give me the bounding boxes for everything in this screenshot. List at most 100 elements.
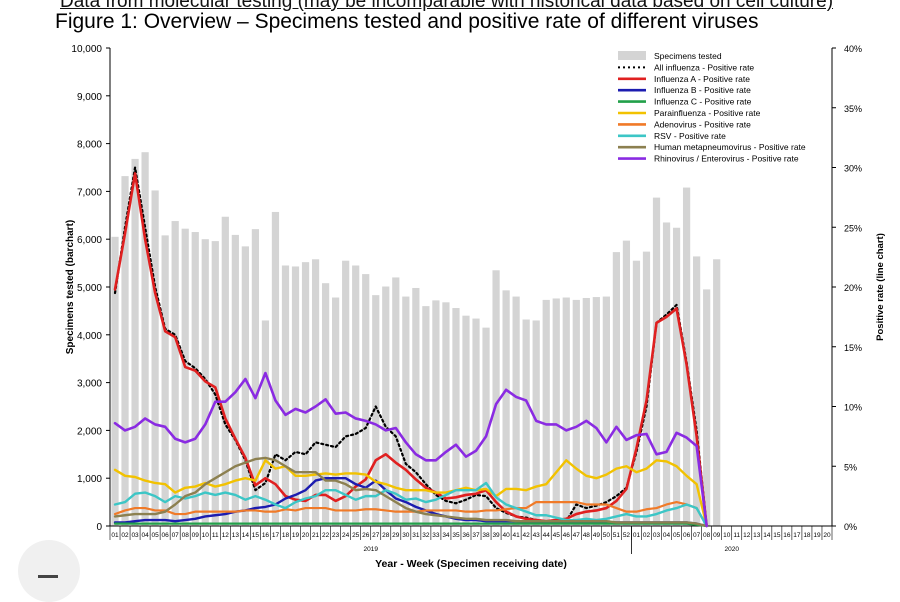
bar-specimens [512, 296, 520, 526]
bar-specimens [672, 227, 681, 527]
clipped-heading: Data from molecular testing (may be inco… [60, 0, 834, 12]
right-tick-label: 40% [844, 44, 862, 54]
x-tick-label: 01 [633, 532, 641, 539]
left-tick-label: 6,000 [77, 235, 102, 246]
bar-specimens [291, 266, 300, 526]
x-tick-label: 43 [533, 532, 541, 539]
x-tick-label: 03 [131, 532, 139, 539]
bar-specimens [472, 318, 480, 526]
bar-specimens [703, 289, 711, 526]
bar-specimens [171, 221, 179, 527]
bar-specimens [372, 295, 380, 526]
x-tick-label: 34 [442, 532, 450, 539]
x-axis-title: Year - Week (Specimen receiving date) [375, 558, 567, 570]
x-tick-label: 17 [793, 532, 801, 539]
x-tick-label: 08 [703, 532, 711, 539]
floating-action-button[interactable] [18, 540, 80, 602]
bar-specimens [502, 290, 510, 526]
x-tick-label: 10 [723, 532, 731, 539]
legend-label-8: Rhinovirus / Enterovirus - Positive rate [654, 154, 799, 164]
bar-specimens [352, 265, 360, 526]
legend-label-7: Human metapneumovirus - Positive rate [654, 142, 806, 152]
x-tick-label: 14 [242, 532, 250, 539]
x-tick-label: 45 [553, 532, 561, 539]
x-tick-label: 16 [262, 532, 270, 539]
x-tick-label: 25 [352, 532, 360, 539]
bar-specimens [161, 235, 169, 526]
x-tick-label: 50 [603, 532, 611, 539]
left-tick-label: 3,000 [77, 379, 102, 390]
menu-icon[interactable] [38, 575, 58, 578]
x-tick-label: 28 [382, 532, 390, 539]
x-tick-label: 21 [312, 532, 320, 539]
x-tick-label: 06 [162, 532, 170, 539]
x-tick-label: 04 [141, 532, 149, 539]
x-tick-label: 14 [763, 532, 771, 539]
bar-specimens [342, 260, 350, 526]
left-tick-label: 0 [96, 522, 102, 533]
bar-specimens [241, 246, 249, 526]
x-tick-label: 32 [422, 532, 430, 539]
bar-specimens [422, 306, 430, 526]
x-tick-label: 47 [573, 532, 581, 539]
left-tick-label: 8,000 [77, 140, 102, 151]
x-tick-label: 01 [111, 532, 119, 539]
right-tick-label: 15% [844, 343, 862, 353]
x-tick-label: 11 [733, 532, 740, 539]
legend-label-6: RSV - Positive rate [654, 131, 726, 141]
bar-specimens [121, 176, 129, 526]
bar-specimens [301, 262, 310, 526]
right-axis-title: Positive rate (line chart) [875, 233, 886, 341]
bar-specimens [492, 270, 500, 526]
figure-title: Figure 1: Overview – Specimens tested an… [55, 10, 759, 33]
bar-specimens [131, 158, 139, 526]
x-tick-label: 16 [783, 532, 791, 539]
bar-specimens [602, 296, 610, 526]
bar-specimens [582, 297, 590, 526]
right-tick-label: 5% [844, 462, 857, 472]
x-tick-label: 48 [583, 532, 591, 539]
bar-specimens [482, 327, 490, 526]
x-tick-label: 17 [272, 532, 280, 539]
legend-label-bars: Specimens tested [654, 51, 722, 61]
bar-specimens [713, 259, 721, 526]
left-tick-label: 9,000 [77, 92, 102, 103]
series-line-7 [113, 456, 708, 528]
right-tick-label: 0% [844, 522, 857, 532]
series-line-4 [113, 459, 708, 528]
legend-label-0: All influenza - Positive rate [654, 62, 754, 72]
series-line-1 [113, 172, 708, 528]
x-tick-label: 19 [813, 532, 821, 539]
bar-specimens [462, 315, 470, 526]
right-tick-label: 25% [844, 223, 862, 233]
x-tick-label: 02 [643, 532, 651, 539]
bar-specimens [532, 320, 540, 526]
x-tick-label: 49 [593, 532, 601, 539]
x-tick-label: 09 [192, 532, 200, 539]
bar-specimens [271, 211, 280, 526]
x-tick-label: 39 [492, 532, 500, 539]
bar-specimens [261, 320, 270, 526]
x-tick-label: 02 [121, 532, 129, 539]
bar-specimens [432, 300, 440, 526]
x-tick-label: 24 [342, 532, 350, 539]
x-tick-label: 05 [673, 532, 681, 539]
right-tick-label: 20% [844, 283, 862, 293]
x-tick-label: 07 [693, 532, 701, 539]
x-tick-label: 31 [412, 532, 420, 539]
bar-specimens [562, 297, 570, 526]
x-tick-label: 20 [302, 532, 310, 539]
legend-label-5: Adenovirus - Positive rate [654, 119, 751, 129]
x-tick-label: 30 [402, 532, 410, 539]
right-tick-label: 35% [844, 104, 862, 114]
x-tick-label: 12 [222, 532, 230, 539]
x-tick-label: 44 [543, 532, 551, 539]
left-tick-label: 7,000 [77, 187, 102, 198]
bar-specimens [281, 265, 290, 526]
bar-specimens [221, 216, 229, 527]
x-tick-label: 18 [803, 532, 811, 539]
bar-specimens [542, 299, 550, 526]
bar-specimens [402, 296, 410, 526]
left-tick-label: 1,000 [77, 474, 102, 485]
bar-specimens [382, 286, 390, 526]
